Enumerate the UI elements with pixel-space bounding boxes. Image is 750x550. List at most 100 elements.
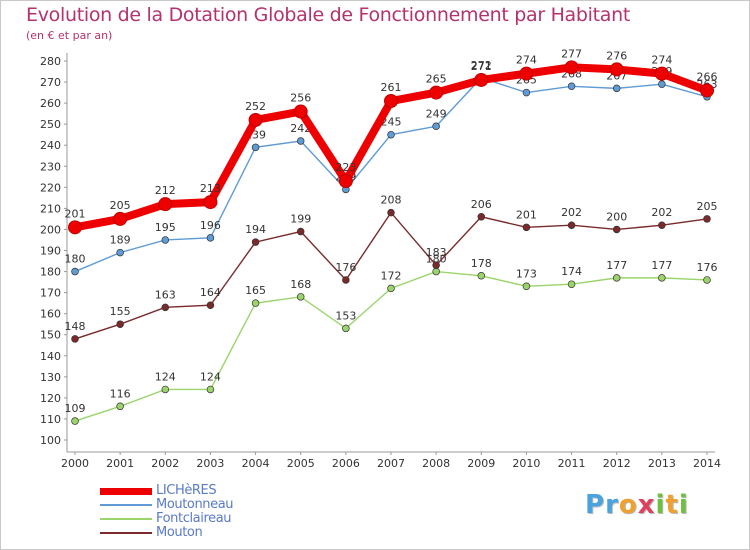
data-point xyxy=(251,238,260,246)
proxiti-logo: Proxiti xyxy=(585,490,689,520)
data-point xyxy=(248,112,263,127)
legend-item: Moutonneau xyxy=(100,497,234,512)
data-label: 206 xyxy=(471,198,492,211)
data-label: 276 xyxy=(606,49,627,62)
y-tick-label: 130 xyxy=(40,371,61,384)
data-label: 164 xyxy=(200,286,221,299)
data-point xyxy=(161,236,170,244)
data-label: 155 xyxy=(110,305,131,318)
data-label: 249 xyxy=(426,107,447,120)
data-point xyxy=(71,417,79,425)
data-label: 201 xyxy=(65,207,86,220)
logo-letter: x xyxy=(637,490,656,520)
data-point xyxy=(567,280,576,288)
data-point xyxy=(474,72,489,87)
legend-swatch xyxy=(100,518,152,520)
logo-letter: t xyxy=(665,490,679,520)
data-point xyxy=(387,130,395,139)
legend-swatch xyxy=(100,504,152,506)
data-label: 180 xyxy=(65,253,86,266)
data-point xyxy=(612,84,621,93)
x-tick-label: 2006 xyxy=(332,457,360,470)
data-point xyxy=(658,274,666,282)
legend-item: Mouton xyxy=(100,526,233,540)
logo-letter: r xyxy=(605,490,619,520)
data-label: 174 xyxy=(561,265,582,278)
x-tick-label: 2007 xyxy=(377,457,405,470)
data-label: 176 xyxy=(335,261,356,274)
data-point xyxy=(384,94,398,109)
data-label: 223 xyxy=(335,161,356,174)
legend-swatch xyxy=(100,487,152,495)
x-tick-label: 2012 xyxy=(603,457,631,470)
x-tick-label: 2010 xyxy=(512,457,540,470)
data-point xyxy=(251,143,260,152)
data-label: 189 xyxy=(110,234,131,247)
data-label: 194 xyxy=(245,223,266,236)
data-point xyxy=(296,293,305,301)
data-point xyxy=(612,225,621,234)
data-label: 163 xyxy=(155,288,176,301)
x-tick-label: 2005 xyxy=(287,457,315,470)
x-tick-label: 2008 xyxy=(422,457,450,470)
data-label: 116 xyxy=(110,387,131,400)
data-label: 180 xyxy=(426,253,447,266)
data-point xyxy=(206,234,215,242)
data-point xyxy=(203,195,218,210)
data-label: 245 xyxy=(381,116,402,129)
chart-title: Evolution de la Dotation Globale de Fonc… xyxy=(26,4,631,26)
data-point xyxy=(342,324,350,333)
data-label: 202 xyxy=(651,206,672,219)
data-point xyxy=(432,267,440,276)
x-tick-label: 2002 xyxy=(151,457,179,470)
data-point xyxy=(658,80,666,88)
x-tick-label: 2000 xyxy=(61,457,89,470)
y-tick-label: 100 xyxy=(40,434,61,447)
chart-subtitle: (en € et par an) xyxy=(26,29,113,42)
legend-label: Mouton xyxy=(156,525,203,540)
data-label: 199 xyxy=(290,213,311,226)
data-point xyxy=(206,301,215,309)
data-label: 213 xyxy=(200,182,221,195)
y-tick-label: 140 xyxy=(40,350,61,363)
data-label: 200 xyxy=(606,210,627,223)
data-label: 176 xyxy=(697,261,718,274)
data-label: 201 xyxy=(516,208,537,221)
y-tick-label: 250 xyxy=(40,118,61,131)
data-label: 266 xyxy=(697,70,718,83)
data-point xyxy=(567,82,576,91)
data-label: 205 xyxy=(110,199,131,212)
data-label: 208 xyxy=(381,194,402,207)
data-label: 271 xyxy=(471,60,492,73)
logo-letter: i xyxy=(655,490,666,520)
y-tick-label: 230 xyxy=(40,160,61,173)
data-label: 277 xyxy=(561,47,582,60)
data-label: 261 xyxy=(381,81,402,94)
data-point xyxy=(519,66,534,81)
data-label: 202 xyxy=(561,206,582,219)
y-tick-label: 280 xyxy=(40,55,61,68)
data-point xyxy=(700,83,714,98)
data-point xyxy=(432,122,440,131)
data-point xyxy=(567,221,576,229)
legend-label: Moutonneau xyxy=(156,497,234,512)
logo-letter: o xyxy=(618,490,638,520)
data-label: 177 xyxy=(651,259,672,272)
data-point xyxy=(71,267,79,276)
logo-letter: P xyxy=(585,490,606,520)
data-label: 124 xyxy=(155,370,176,383)
data-label: 272 xyxy=(471,59,492,72)
x-tick-label: 2013 xyxy=(648,457,676,470)
data-label: 124 xyxy=(200,370,221,383)
data-point xyxy=(612,274,621,282)
x-tick-label: 2014 xyxy=(693,457,721,470)
y-tick-label: 110 xyxy=(40,413,61,426)
data-label: 256 xyxy=(290,92,311,105)
data-point xyxy=(432,261,440,269)
data-label: 109 xyxy=(65,402,86,415)
legend-item: LICHèRES xyxy=(100,484,233,498)
data-label: 274 xyxy=(651,54,672,67)
legend-label: Fontclaireau xyxy=(156,511,232,526)
data-point xyxy=(477,272,486,280)
